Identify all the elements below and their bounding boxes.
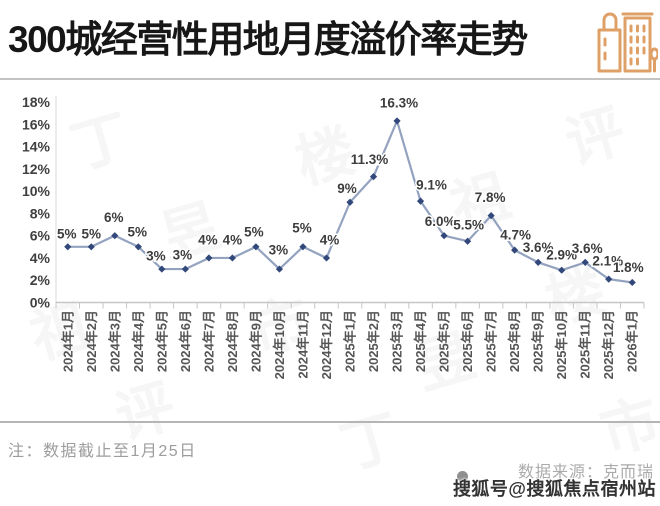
data-label: 5% bbox=[244, 224, 264, 239]
x-tick-label: 2024年6月 bbox=[178, 310, 193, 372]
premium-rate-line-chart: 0% 2% 4% 6% 8% 10% 12% 14% 16% 18% 2024年1月 2024年2月 2… bbox=[22, 94, 645, 379]
x-tick-label: 2024年1月 bbox=[60, 310, 75, 372]
data-label: 5% bbox=[128, 224, 148, 239]
data-label: 6.0% bbox=[425, 214, 456, 229]
x-tick-label: 2024年11月 bbox=[295, 310, 310, 379]
x-tick-label: 2025年1月 bbox=[343, 310, 358, 372]
data-label: 5.5% bbox=[453, 218, 484, 233]
x-tick-label: 2024年9月 bbox=[248, 310, 263, 372]
x-tick-label: 2025年11月 bbox=[578, 310, 593, 379]
data-point-marker bbox=[87, 243, 95, 251]
data-label: 4.7% bbox=[500, 228, 531, 243]
dot-icon bbox=[457, 471, 468, 482]
data-label: 3% bbox=[146, 249, 166, 264]
data-label: 4% bbox=[223, 232, 243, 247]
data-label: 2.1% bbox=[592, 254, 623, 269]
data-point-marker bbox=[275, 265, 284, 273]
y-tick-label: 18% bbox=[22, 94, 51, 110]
data-point-marker bbox=[181, 265, 189, 273]
data-point-marker bbox=[581, 258, 589, 266]
x-tick-label: 2025年8月 bbox=[507, 310, 522, 372]
data-label: 2.9% bbox=[546, 248, 577, 263]
data-label: 6% bbox=[104, 210, 124, 225]
data-point-marker bbox=[628, 278, 636, 287]
data-point-marker bbox=[393, 117, 401, 125]
buildings-icon bbox=[597, 12, 658, 73]
data-label: 16.3% bbox=[380, 95, 418, 110]
x-tick-label: 2024年7月 bbox=[201, 310, 216, 372]
data-point-marker bbox=[534, 258, 542, 266]
data-point-marker bbox=[228, 254, 236, 262]
x-tick-label: 2024年5月 bbox=[154, 310, 169, 372]
data-point-marker bbox=[511, 246, 519, 254]
y-tick-label: 14% bbox=[22, 139, 51, 155]
data-point-marker bbox=[558, 266, 566, 274]
y-tick-label: 4% bbox=[30, 250, 51, 266]
data-point-marker bbox=[158, 265, 166, 273]
x-tick-label: 2025年3月 bbox=[390, 310, 405, 372]
data-label: 9.1% bbox=[416, 178, 447, 193]
data-label: 5% bbox=[82, 226, 102, 241]
data-label: 5% bbox=[57, 226, 77, 241]
x-tick-label: 2025年4月 bbox=[413, 310, 428, 372]
x-tick-label: 2025年10月 bbox=[554, 310, 569, 379]
x-tick-label: 2025年12月 bbox=[601, 310, 616, 379]
data-label: 3.6% bbox=[572, 241, 603, 256]
data-label: 5% bbox=[292, 220, 312, 235]
footer-divider bbox=[0, 421, 660, 423]
x-tick-label: 2025年7月 bbox=[484, 310, 499, 372]
data-point-marker bbox=[299, 243, 307, 251]
data-point-marker bbox=[464, 237, 472, 245]
data-label: 3% bbox=[269, 243, 289, 258]
x-tick-label: 2024年10月 bbox=[272, 310, 287, 379]
x-tick-label: 2024年2月 bbox=[84, 310, 99, 372]
data-point-marker bbox=[416, 197, 425, 205]
sohu-account-watermark: 搜狐号@搜狐焦点宿州站 bbox=[452, 479, 656, 499]
data-point-marker bbox=[346, 198, 354, 206]
data-label: 9% bbox=[337, 181, 357, 196]
data-point-marker bbox=[134, 243, 142, 251]
y-tick-label: 12% bbox=[22, 161, 51, 177]
footnote: 注：数据截止至1月25日 bbox=[8, 443, 197, 460]
x-tick-label: 2024年8月 bbox=[225, 310, 240, 372]
y-tick-label: 0% bbox=[30, 295, 51, 311]
data-label: 7.8% bbox=[475, 190, 506, 205]
data-point-marker bbox=[487, 212, 495, 220]
data-point-marker bbox=[111, 232, 119, 240]
data-label: 3.6% bbox=[523, 240, 554, 255]
x-tick-label: 2025年5月 bbox=[437, 310, 452, 372]
header-divider bbox=[0, 78, 660, 80]
x-tick-label: 2025年9月 bbox=[531, 310, 546, 372]
header: 300城经营性用地月度溢价率走势 bbox=[0, 0, 660, 78]
data-point-marker bbox=[440, 232, 448, 240]
x-tick-label: 2025年2月 bbox=[366, 310, 381, 372]
x-tick-label: 2024年4月 bbox=[131, 310, 146, 372]
y-tick-label: 2% bbox=[30, 272, 51, 288]
x-tick-label: 2025年6月 bbox=[460, 310, 475, 372]
x-tick-label: 2024年12月 bbox=[319, 310, 334, 379]
data-point-marker bbox=[64, 243, 72, 251]
x-tick-label: 2026年1月 bbox=[625, 310, 640, 372]
data-point-marker bbox=[252, 243, 260, 251]
data-label: 4% bbox=[198, 232, 218, 247]
y-tick-label: 8% bbox=[30, 205, 51, 221]
data-label: 11.3% bbox=[351, 152, 389, 167]
y-tick-label: 6% bbox=[30, 228, 51, 244]
data-label: 4% bbox=[320, 232, 340, 247]
y-tick-label: 10% bbox=[22, 183, 51, 199]
page-title: 300城经营性用地月度溢价率走势 bbox=[8, 19, 528, 60]
data-source-label: 数据来源：克而瑞 bbox=[517, 464, 654, 481]
data-point-marker bbox=[205, 254, 213, 262]
x-tick-label: 2024年3月 bbox=[107, 310, 122, 372]
data-point-marker bbox=[369, 173, 378, 181]
data-label: 1.8% bbox=[613, 260, 644, 275]
data-label: 3% bbox=[173, 248, 193, 263]
data-point-marker bbox=[322, 254, 331, 262]
y-tick-label: 16% bbox=[22, 116, 51, 132]
data-point-marker bbox=[605, 275, 613, 283]
